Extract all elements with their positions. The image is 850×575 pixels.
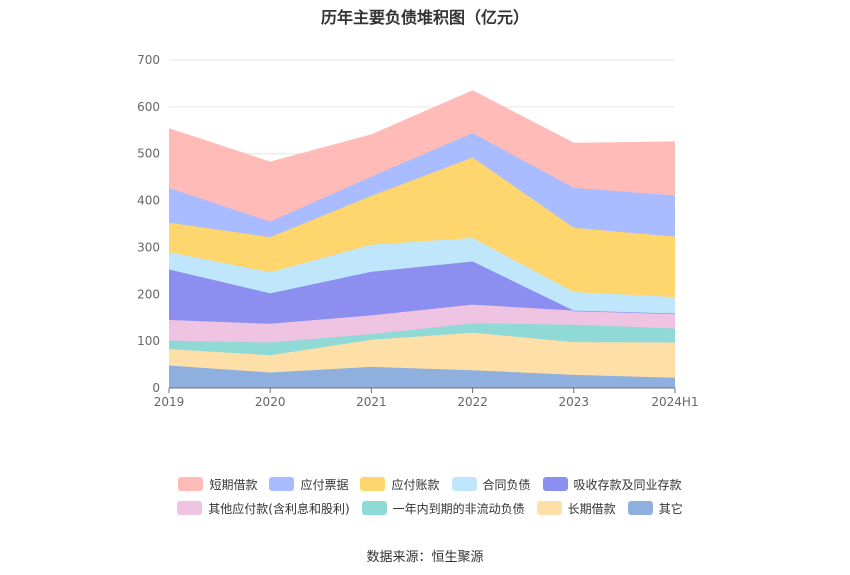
legend-item[interactable]: 短期借款 [178,476,257,493]
x-tick-label: 2022 [457,395,488,409]
legend-row: 短期借款 应付票据 应付账款 合同负债 吸收存款及同业存款 [170,472,690,496]
series-line [168,90,676,163]
legend-swatch [536,501,562,515]
legend-item[interactable]: 一年内到期的非流动负债 [361,500,525,517]
legend-swatch [542,477,568,491]
legend-item[interactable]: 长期借款 [536,500,616,517]
y-tick-label: 0 [152,381,160,395]
area-series [169,90,675,222]
legend-item[interactable]: 合同负债 [451,476,531,493]
legend-label: 吸收存款及同业存款 [573,477,682,492]
y-tick-label: 700 [137,53,160,67]
series-line [168,332,676,356]
legend-swatch [451,477,477,491]
legend-item[interactable]: 其它 [627,500,683,517]
legend-swatch [177,501,203,515]
area-series [169,323,675,356]
legend-item[interactable]: 应付票据 [269,476,348,493]
x-tick-label: 2020 [255,395,286,409]
data-source-note: 数据来源：恒生聚源 [366,550,484,565]
legend-swatch [361,501,387,515]
y-tick-label: 500 [137,147,160,161]
area-series [169,238,675,314]
y-tick-label: 400 [137,194,160,208]
legend-label: 其他应付款(含利息和股利) [208,501,350,516]
legend: 短期借款 应付票据 应付账款 合同负债 吸收存款及同业存款其他应付款(含利息和股利) 一年… [170,472,690,520]
x-tick-label: 2023 [559,395,590,409]
legend-label: 合同负债 [482,477,531,492]
x-tick-label: 2024H1 [651,395,698,409]
legend-label: 长期借款 [567,501,616,516]
y-tick-label: 100 [137,334,160,348]
y-tick-label: 200 [137,287,160,301]
legend-swatch [627,501,653,515]
series-line [168,260,676,315]
legend-label: 其它 [658,501,683,516]
area-series [169,304,675,343]
legend-label: 应付账款 [391,477,440,492]
chart-title: 历年主要负债堆积图（亿元） [320,8,529,27]
legend-swatch [360,477,386,491]
legend-row: 其他应付款(含利息和股利) 一年内到期的非流动负债 长期借款 其它 [170,496,690,520]
legend-item[interactable]: 吸收存款及同业存款 [542,476,682,493]
x-tick-label: 2021 [356,395,387,409]
area-series [169,133,675,238]
y-tick-label: 600 [137,100,160,114]
legend-label: 一年内到期的非流动负债 [392,501,525,516]
area-series [169,332,675,378]
legend-item[interactable]: 应付账款 [360,476,440,493]
legend-swatch [269,477,295,491]
y-tick-label: 300 [137,240,160,254]
x-tick-label: 2019 [154,395,185,409]
legend-item[interactable]: 其他应付款(含利息和股利) [177,500,350,517]
legend-label: 短期借款 [209,477,258,492]
area-series [169,261,675,324]
area-series [169,157,675,298]
legend-swatch [178,477,204,491]
legend-label: 应付票据 [300,477,349,492]
